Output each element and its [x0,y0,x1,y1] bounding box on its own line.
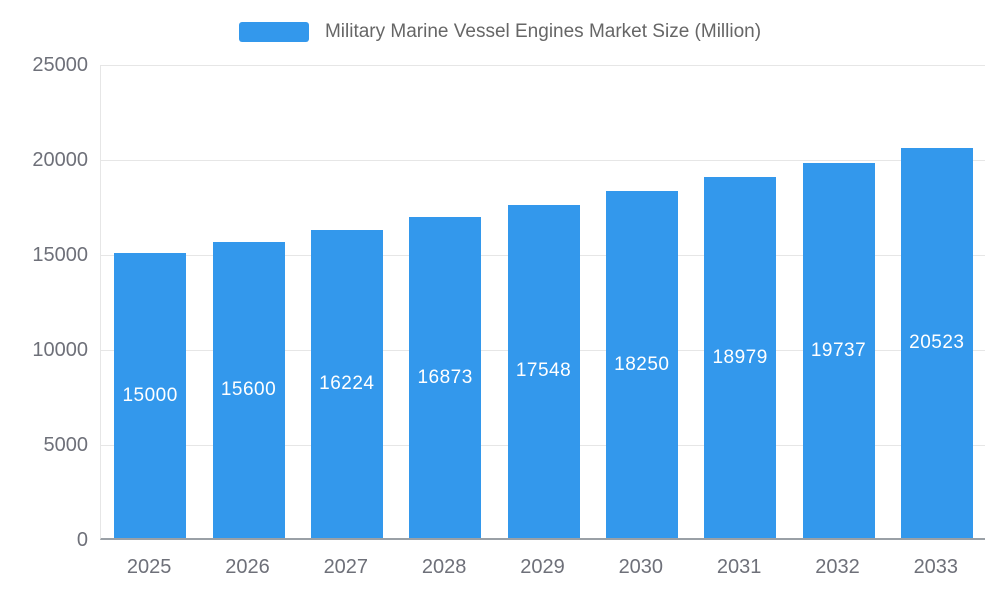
bar-2030: 18250 [605,191,678,538]
bar-value-label: 17548 [515,360,572,382]
bar-value-label: 16224 [319,372,375,394]
bar-value-label: 18250 [614,353,670,375]
x-axis-tick-label: 2029 [520,556,565,578]
y-axis-tick-label: 20000 [32,149,88,171]
bar-2027: 16224 [310,229,383,538]
bar-2032: 19737 [802,163,875,538]
x-axis-tick-label: 2028 [421,556,467,578]
x-axis-tick-label: 2027 [323,556,369,578]
bar-value-label: 15000 [122,384,178,406]
y-axis-tick-label: 5000 [43,434,89,456]
bar-2026: 15600 [212,241,285,538]
y-axis-tick-label: 10000 [32,339,88,361]
chart-title: Military Marine Vessel Engines Market Si… [324,21,762,42]
x-axis-tick-label: 2026 [225,556,270,578]
bar-2029: 17548 [507,204,580,538]
bar-2028: 16873 [409,217,482,538]
gridline [101,160,985,161]
y-axis-tick-label: 0 [76,529,88,551]
plot-area: 15000 15600 16224 16873 17548 18250 18979 19737… [100,65,985,540]
x-axis-tick-label: 2032 [815,556,860,578]
bar-value-label: 15600 [220,378,277,400]
x-axis-tick-label: 2033 [913,556,959,578]
bar-value-label: 16873 [417,366,473,388]
x-axis-tick-label: 2030 [618,556,664,578]
x-axis-tick-label: 2025 [126,556,172,578]
bar-2033: 20523 [900,148,973,538]
bar-value-label: 19737 [810,339,867,361]
gridline [101,65,985,66]
bar-2025: 15000 [114,253,187,538]
bar-value-label: 18979 [712,346,768,368]
bar-2031: 18979 [704,177,777,538]
legend[interactable]: Military Marine Vessel Engines Market Si… [0,20,1000,44]
legend-swatch-icon [238,22,309,42]
y-axis-tick-label: 15000 [32,244,88,266]
x-axis-tick-label: 2031 [716,556,762,578]
bar-value-label: 20523 [909,332,965,354]
y-axis-tick-label: 25000 [32,54,88,76]
